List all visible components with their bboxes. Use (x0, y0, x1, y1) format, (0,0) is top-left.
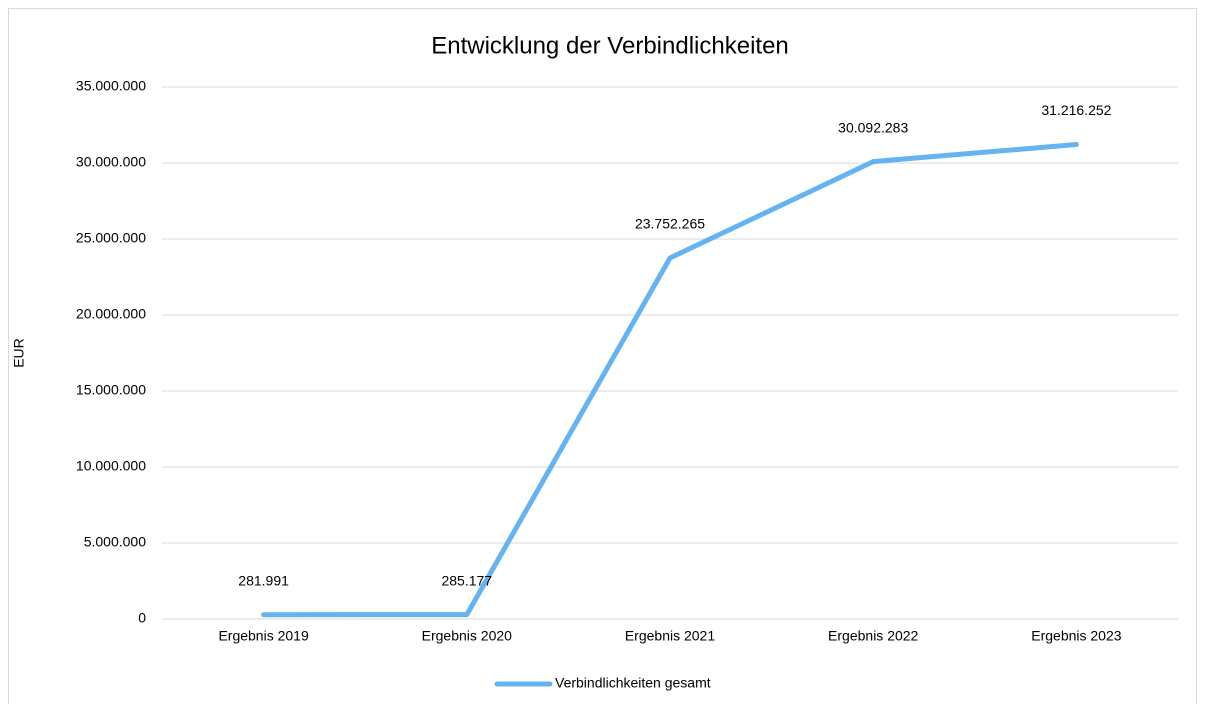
x-tick-label: Ergebnis 2023 (1031, 628, 1122, 644)
y-tick-label: 10.000.000 (76, 458, 146, 474)
y-tick-label: 0 (138, 610, 146, 626)
y-tick-label: 35.000.000 (76, 78, 146, 94)
data-label: 30.092.283 (838, 119, 908, 135)
chart-title: Entwicklung der Verbindlichkeiten (431, 32, 789, 59)
data-label: 285.177 (441, 572, 492, 588)
y-tick-label: 15.000.000 (76, 382, 146, 398)
data-label: 31.216.252 (1041, 102, 1111, 118)
y-tick-label: 5.000.000 (84, 534, 146, 550)
y-axis-label: EUR (11, 338, 27, 368)
x-tick-label: Ergebnis 2019 (218, 628, 309, 644)
y-tick-label: 30.000.000 (76, 154, 146, 170)
chart-border (8, 8, 1197, 704)
y-tick-label: 25.000.000 (76, 230, 146, 246)
data-label: 23.752.265 (635, 216, 705, 232)
x-tick-label: Ergebnis 2021 (625, 628, 716, 644)
data-line (261, 142, 1079, 618)
data-label: 281.991 (238, 572, 289, 588)
x-tick-label: Ergebnis 2020 (422, 628, 513, 644)
legend-label: Verbindlichkeiten gesamt (555, 675, 711, 691)
y-tick-label: 20.000.000 (76, 306, 146, 322)
x-tick-label: Ergebnis 2022 (828, 628, 919, 644)
